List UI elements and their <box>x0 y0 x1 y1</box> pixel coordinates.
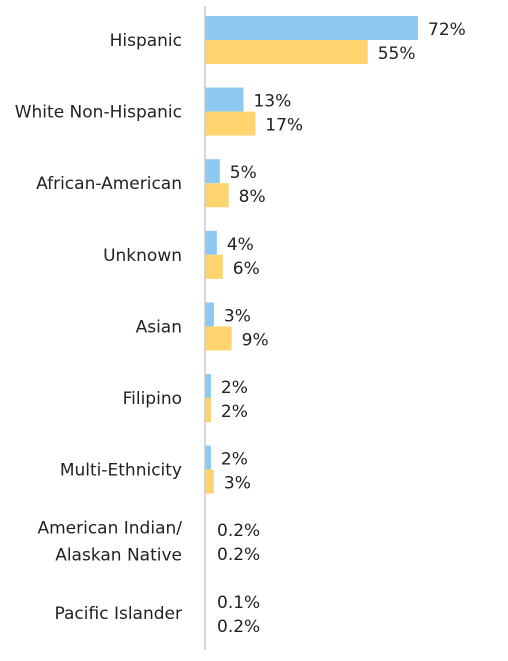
bar-series-1 <box>205 230 217 255</box>
category-label: White Non-Hispanic <box>15 103 182 123</box>
bar-series-2 <box>205 111 256 136</box>
data-label-series-2: 3% <box>224 474 251 494</box>
data-label-series-2: 6% <box>233 259 260 279</box>
labels-layer: Hispanic 72% 55% White Non-Hispanic 13% 17% Af… <box>15 20 466 637</box>
bar-series-2 <box>205 254 223 279</box>
data-label-series-1: 0.2% <box>217 521 260 541</box>
category-label: Pacific Islander <box>55 604 182 624</box>
data-label-series-1: 72% <box>428 20 466 40</box>
category-label: African-American <box>36 174 182 194</box>
bar-series-1 <box>205 16 418 40</box>
category-label: Alaskan Native <box>55 546 182 566</box>
category-label: American Indian/ <box>37 519 182 539</box>
data-label-series-1: 13% <box>253 92 291 112</box>
category-label: Asian <box>136 317 182 337</box>
data-label-series-1: 2% <box>221 378 248 398</box>
bar-series-1 <box>205 445 211 470</box>
category-label: Filipino <box>123 389 182 409</box>
data-label-series-2: 9% <box>242 330 269 350</box>
data-label-series-2: 55% <box>378 44 416 64</box>
data-label-series-1: 4% <box>227 235 254 255</box>
bar-series-1 <box>205 159 220 184</box>
bar-series-2 <box>205 398 211 422</box>
data-label-series-2: 0.2% <box>217 617 260 637</box>
category-label: Multi-Ethnicity <box>60 461 182 481</box>
bar-series-2 <box>205 183 229 208</box>
category-label: Hispanic <box>110 31 182 51</box>
bar-series-2 <box>205 40 368 64</box>
data-label-series-1: 5% <box>230 163 257 183</box>
data-label-series-2: 8% <box>239 187 266 207</box>
data-label-series-1: 3% <box>224 306 251 326</box>
data-label-series-1: 2% <box>221 450 248 470</box>
bars-layer <box>205 16 418 494</box>
data-label-series-2: 17% <box>265 116 303 136</box>
data-label-series-2: 0.2% <box>217 545 260 565</box>
category-label: Unknown <box>103 246 182 266</box>
bar-series-2 <box>205 469 214 494</box>
bar-series-2 <box>205 326 232 351</box>
bar-series-1 <box>205 374 211 398</box>
bar-series-1 <box>205 302 214 327</box>
data-label-series-1: 0.1% <box>217 593 260 613</box>
data-label-series-2: 2% <box>221 402 248 422</box>
bar-series-1 <box>205 87 244 112</box>
